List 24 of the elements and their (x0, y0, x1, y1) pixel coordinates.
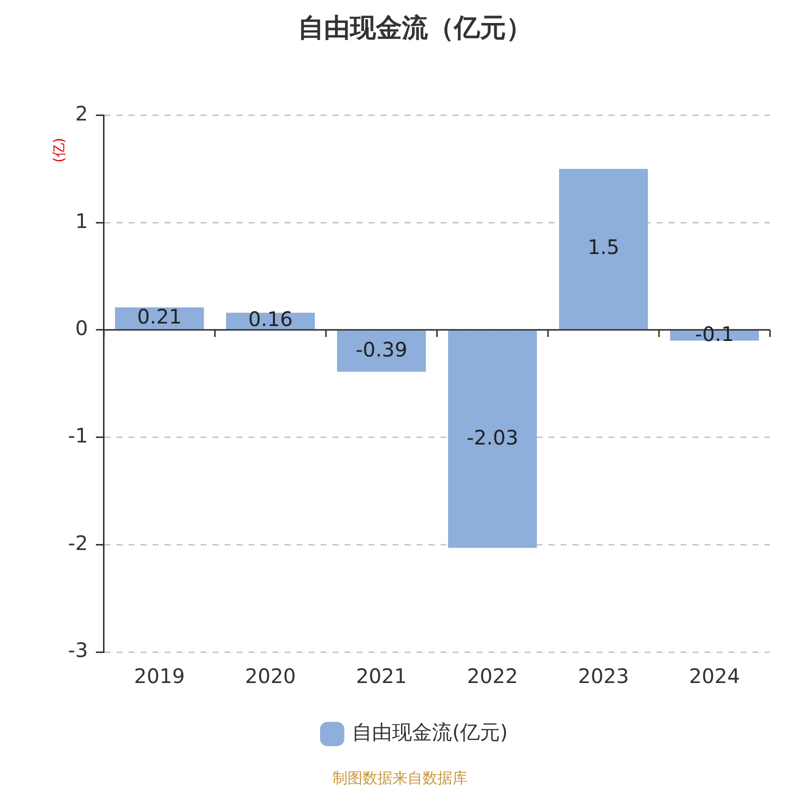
data-label: 1.5 (588, 235, 620, 260)
legend-label: 自由现金流(亿元) (352, 720, 508, 744)
chart-title: 自由现金流（亿元） (298, 13, 532, 44)
y-tick-label: 2 (75, 101, 88, 126)
data-label: 0.16 (248, 307, 293, 332)
x-tick-label: 2023 (578, 664, 629, 688)
y-tick-label: 0 (75, 316, 88, 340)
x-tick-label: 2020 (245, 664, 296, 688)
y-tick-label: -1 (68, 423, 88, 448)
text: 制图数据来自数据库 (332, 768, 468, 789)
x-tick-label: 2021 (356, 664, 407, 688)
data-label: -0.39 (356, 337, 408, 362)
y-tick-label: 1 (75, 208, 88, 233)
data-label: 0.21 (137, 304, 182, 328)
y-axis-title: (亿) (52, 138, 68, 163)
bar (559, 168, 648, 330)
y-tick-label: -3 (68, 638, 88, 662)
bar (337, 330, 426, 372)
data-label: -2.03 (466, 425, 518, 450)
bar (448, 330, 537, 548)
x-tick-label: 2022 (467, 664, 518, 688)
x-tick-label: 2019 (134, 664, 185, 688)
x-tick-label: 2024 (689, 664, 740, 688)
y-tick-label: -2 (68, 530, 88, 555)
